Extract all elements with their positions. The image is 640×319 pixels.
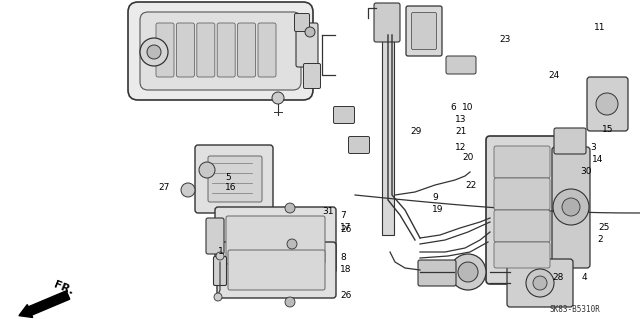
Text: 3: 3 [590,144,596,152]
Text: 2: 2 [597,235,603,244]
FancyBboxPatch shape [237,23,255,77]
FancyBboxPatch shape [206,218,224,254]
Text: 24: 24 [548,70,559,79]
FancyBboxPatch shape [349,137,369,153]
FancyBboxPatch shape [486,136,559,284]
Text: 13: 13 [455,115,467,124]
FancyBboxPatch shape [554,128,586,154]
Text: 14: 14 [592,155,604,165]
Text: 29: 29 [410,128,421,137]
Text: 4: 4 [582,273,588,283]
FancyBboxPatch shape [412,12,436,49]
Text: FR.: FR. [52,279,75,296]
Text: 25: 25 [598,224,609,233]
FancyBboxPatch shape [177,23,195,77]
Text: 11: 11 [594,24,605,33]
FancyBboxPatch shape [215,207,336,273]
Circle shape [216,252,224,260]
Bar [382,5,394,235]
Text: 19: 19 [432,205,444,214]
Text: 26: 26 [340,292,351,300]
Text: 21: 21 [455,128,467,137]
Circle shape [147,45,161,59]
FancyBboxPatch shape [140,12,301,90]
Text: 30: 30 [580,167,591,176]
Text: 27: 27 [158,183,170,192]
Text: 8: 8 [340,254,346,263]
FancyBboxPatch shape [303,63,321,88]
Circle shape [214,293,222,301]
Text: 18: 18 [340,265,351,275]
Circle shape [287,239,297,249]
Circle shape [533,276,547,290]
Text: 10: 10 [462,103,474,113]
FancyBboxPatch shape [494,242,550,268]
Circle shape [272,92,284,104]
FancyBboxPatch shape [217,242,336,298]
Text: 31: 31 [322,207,333,217]
Circle shape [285,297,295,307]
Text: 22: 22 [465,181,476,189]
Text: SK83-B5310R: SK83-B5310R [550,306,600,315]
Circle shape [140,38,168,66]
Circle shape [458,262,478,282]
FancyBboxPatch shape [374,3,400,42]
Circle shape [199,162,215,178]
FancyBboxPatch shape [494,210,550,242]
FancyBboxPatch shape [217,23,236,77]
FancyBboxPatch shape [156,23,174,77]
Text: 26: 26 [340,226,351,234]
Circle shape [596,93,618,115]
Text: 20: 20 [462,153,474,162]
FancyBboxPatch shape [214,256,227,286]
FancyBboxPatch shape [197,23,215,77]
FancyBboxPatch shape [552,147,590,268]
FancyArrow shape [19,291,70,317]
Text: 23: 23 [499,35,510,44]
FancyBboxPatch shape [226,216,325,264]
Circle shape [181,183,195,197]
FancyBboxPatch shape [406,6,442,56]
Circle shape [305,27,315,37]
FancyBboxPatch shape [258,23,276,77]
FancyBboxPatch shape [494,178,550,210]
FancyBboxPatch shape [333,107,355,123]
FancyBboxPatch shape [587,77,628,131]
Text: 1: 1 [218,248,224,256]
Circle shape [562,198,580,216]
FancyBboxPatch shape [294,13,310,32]
FancyBboxPatch shape [418,260,456,286]
Circle shape [450,254,486,290]
FancyBboxPatch shape [228,250,325,290]
Text: 9: 9 [432,194,438,203]
Text: 12: 12 [455,144,467,152]
FancyBboxPatch shape [296,23,318,67]
FancyBboxPatch shape [507,259,573,307]
Text: 5: 5 [225,174,231,182]
Text: 15: 15 [602,125,614,135]
FancyBboxPatch shape [446,56,476,74]
Text: 7: 7 [340,211,346,220]
Text: 17: 17 [340,224,351,233]
FancyBboxPatch shape [494,146,550,178]
Circle shape [285,203,295,213]
Text: 6: 6 [450,103,456,113]
Text: 16: 16 [225,183,237,192]
Text: 28: 28 [552,273,563,283]
FancyBboxPatch shape [195,145,273,213]
Circle shape [526,269,554,297]
Circle shape [553,189,589,225]
FancyBboxPatch shape [208,156,262,202]
FancyBboxPatch shape [128,2,313,100]
